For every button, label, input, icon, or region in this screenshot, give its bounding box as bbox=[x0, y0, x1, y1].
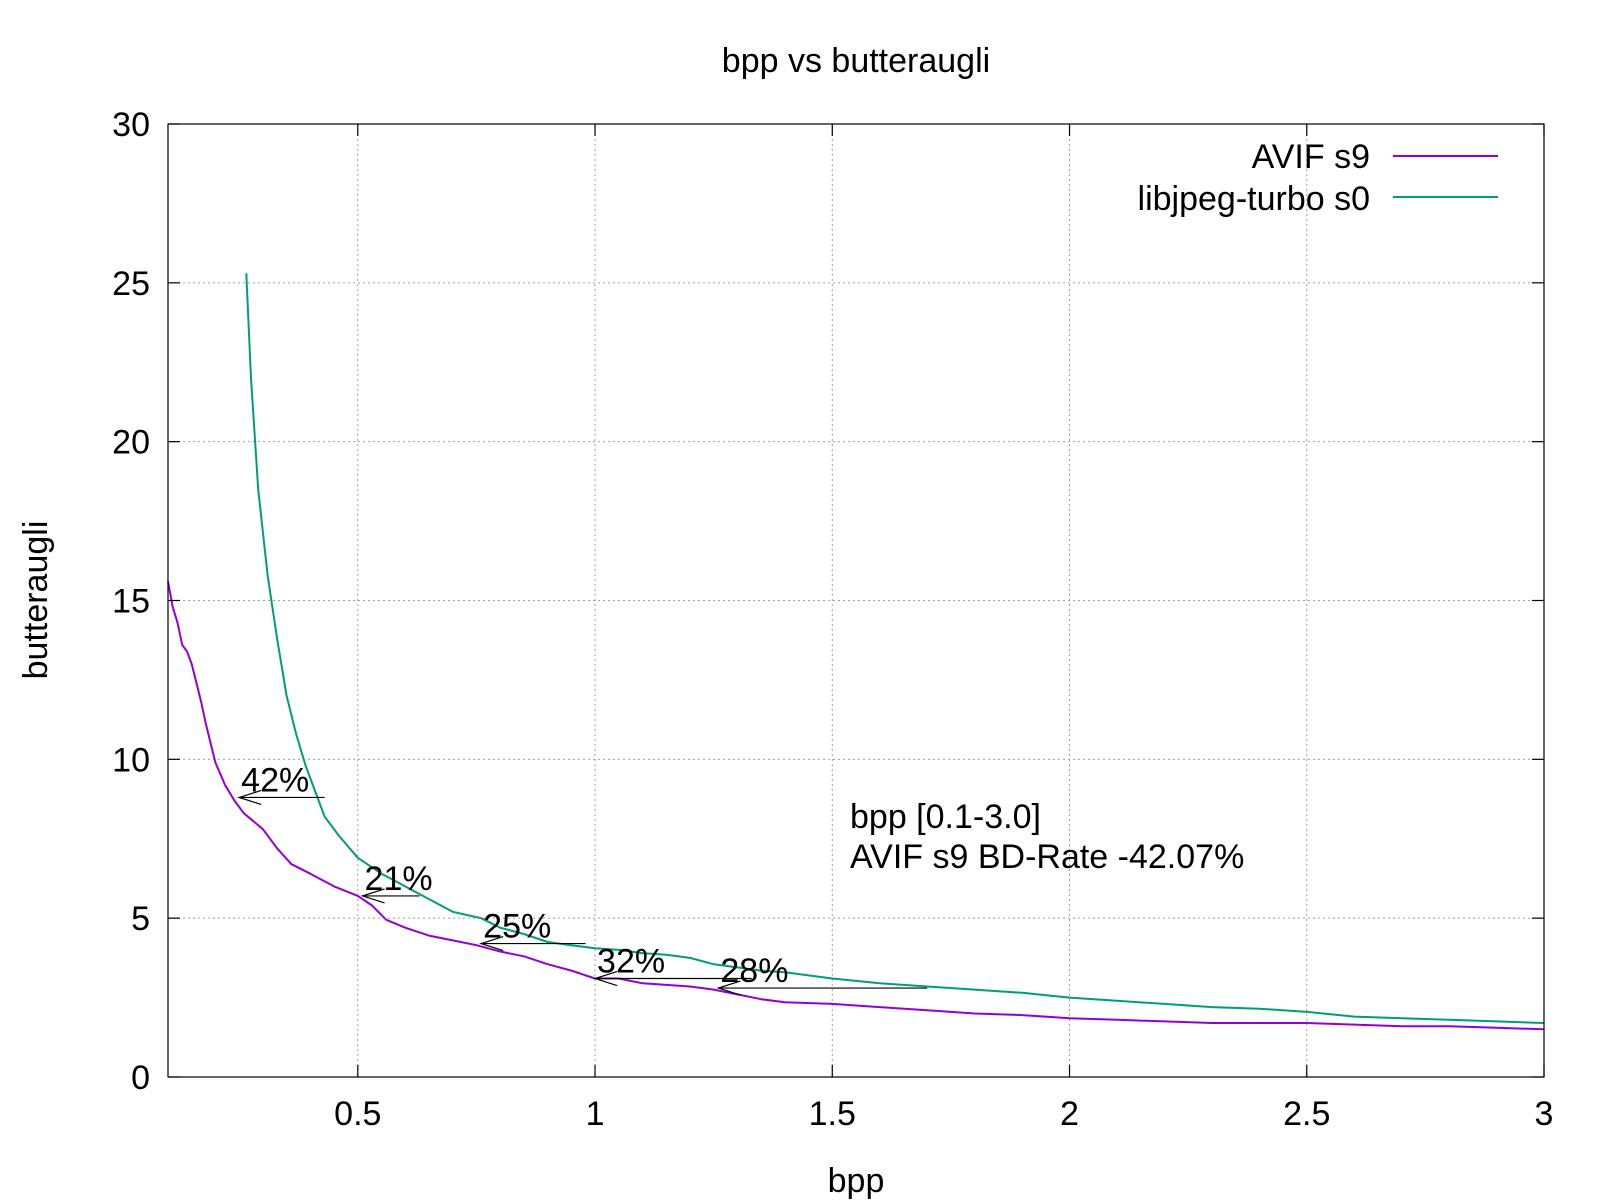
annotation-arrowhead bbox=[360, 888, 385, 904]
info-bd-rate: AVIF s9 BD-Rate -42.07% bbox=[850, 838, 1244, 876]
annotation-arrowhead bbox=[237, 789, 262, 806]
y-tick-label: 30 bbox=[112, 106, 150, 144]
y-tick-label: 10 bbox=[112, 741, 150, 779]
bd-rate-info: bpp [0.1-3.0] AVIF s9 BD-Rate -42.07% bbox=[850, 798, 1244, 876]
chart-title: bpp vs butteraugli bbox=[722, 42, 990, 80]
x-tick-label: 2 bbox=[1060, 1095, 1079, 1133]
series-line-libjpeg bbox=[245, 273, 1545, 1024]
x-tick-label: 1.5 bbox=[809, 1095, 856, 1133]
series-layer bbox=[167, 273, 1545, 1031]
y-axis-label: butteraugli bbox=[17, 521, 55, 680]
annotation-arrowhead bbox=[593, 970, 618, 987]
x-tick-label: 1 bbox=[586, 1095, 605, 1133]
x-tick-label: 2.5 bbox=[1283, 1095, 1330, 1133]
annotation-label: 25% bbox=[483, 908, 551, 946]
y-tick-label: 5 bbox=[131, 900, 150, 938]
series-line-avif bbox=[167, 581, 1545, 1031]
x-axis-label: bpp bbox=[828, 1162, 885, 1200]
x-tick-label: 0.5 bbox=[334, 1095, 381, 1133]
annotation-label: 28% bbox=[720, 952, 788, 990]
y-tick-label: 25 bbox=[112, 265, 150, 303]
annotations: 42% 21% 25% 32% 28% bbox=[237, 761, 928, 996]
y-tick-label: 15 bbox=[112, 583, 150, 621]
y-tick-label: 0 bbox=[131, 1059, 150, 1097]
annotation-label: 21% bbox=[365, 860, 433, 898]
annotation-arrowhead bbox=[716, 980, 741, 996]
info-bpp-range: bpp [0.1-3.0] bbox=[850, 798, 1041, 836]
legend: AVIF s9 libjpeg-turbo s0 bbox=[1138, 138, 1498, 218]
annotation-label: 42% bbox=[241, 761, 309, 799]
legend-label-libjpeg: libjpeg-turbo s0 bbox=[1138, 180, 1370, 218]
y-tick-label: 20 bbox=[112, 424, 150, 462]
annotation-arrowhead bbox=[479, 936, 504, 952]
grid bbox=[168, 124, 1544, 1077]
x-tick-label: 3 bbox=[1535, 1095, 1554, 1133]
legend-label-avif: AVIF s9 bbox=[1252, 138, 1370, 176]
annotation-label: 32% bbox=[597, 943, 665, 981]
